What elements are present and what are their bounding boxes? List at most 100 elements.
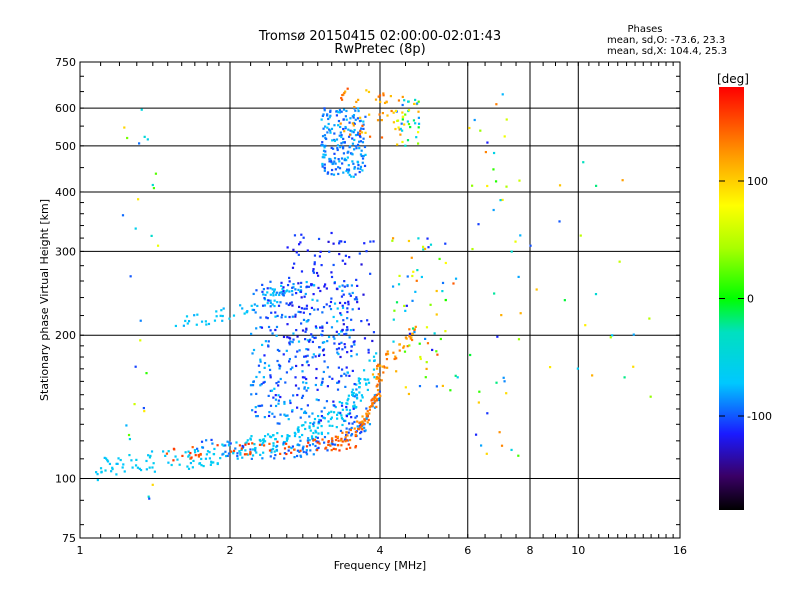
data-point — [305, 320, 308, 323]
data-point — [104, 469, 107, 472]
y-axis-label: Stationary phase Virtual Height [km] — [38, 199, 51, 401]
data-point — [173, 448, 176, 451]
data-point — [393, 309, 396, 312]
data-point — [207, 322, 211, 326]
data-point — [407, 100, 410, 103]
data-point — [258, 371, 261, 374]
data-point — [236, 457, 239, 460]
data-point — [397, 99, 401, 102]
data-point — [338, 252, 341, 256]
data-point — [342, 127, 345, 131]
data-point — [344, 301, 347, 305]
data-point — [264, 340, 267, 343]
data-point — [221, 443, 224, 446]
data-point — [333, 157, 337, 160]
data-point — [433, 332, 436, 335]
data-point — [348, 256, 351, 259]
data-point — [361, 396, 364, 399]
data-point — [535, 288, 538, 291]
data-point — [318, 255, 322, 258]
data-point — [350, 130, 354, 133]
data-point — [529, 244, 532, 247]
data-point — [200, 464, 203, 467]
data-point — [304, 355, 307, 358]
data-point — [584, 324, 587, 327]
data-point — [280, 284, 283, 287]
data-point — [386, 350, 389, 353]
data-point — [338, 109, 341, 112]
data-point — [292, 286, 295, 289]
y-tick-label: 300 — [55, 245, 76, 258]
data-point — [361, 161, 364, 164]
data-point — [323, 441, 326, 444]
data-point — [267, 344, 270, 347]
data-point — [313, 417, 317, 421]
data-point — [342, 137, 345, 141]
data-point — [417, 122, 421, 125]
data-point — [194, 454, 197, 457]
data-point — [326, 131, 329, 134]
data-point — [371, 404, 374, 407]
data-point — [269, 376, 272, 379]
data-point — [241, 456, 244, 459]
data-point — [358, 140, 361, 143]
data-point — [279, 395, 282, 399]
data-point — [263, 297, 266, 300]
data-point — [251, 384, 255, 387]
data-point — [417, 116, 420, 119]
data-point — [333, 139, 337, 143]
data-point — [296, 443, 300, 446]
data-point — [332, 242, 335, 245]
data-point — [263, 304, 267, 307]
data-point — [340, 98, 344, 101]
data-point — [336, 413, 339, 416]
data-point — [116, 462, 119, 465]
data-point — [355, 388, 358, 391]
data-point — [264, 293, 267, 297]
data-point — [359, 431, 362, 435]
data-point — [349, 428, 353, 432]
data-point — [404, 309, 407, 312]
data-point — [277, 402, 280, 405]
data-point — [348, 121, 351, 124]
data-point — [337, 380, 341, 383]
data-point — [326, 126, 329, 129]
data-point — [191, 466, 194, 469]
data-point — [510, 448, 513, 452]
data-point — [375, 377, 378, 380]
colorbar: [deg] 100 0 -100 — [717, 72, 772, 510]
data-point — [235, 441, 238, 444]
data-point — [320, 118, 323, 121]
data-point — [375, 397, 379, 401]
data-point — [337, 333, 341, 336]
data-point — [288, 315, 291, 319]
data-point — [343, 141, 346, 144]
data-point — [274, 453, 277, 457]
data-point — [145, 372, 148, 375]
data-point — [336, 307, 339, 310]
data-point — [406, 275, 409, 278]
data-point — [347, 303, 350, 306]
data-point — [262, 293, 265, 296]
data-point — [345, 433, 348, 437]
data-point — [402, 346, 405, 349]
data-point — [365, 407, 368, 410]
data-point — [318, 326, 322, 329]
data-point — [292, 338, 295, 341]
data-point — [238, 444, 241, 447]
data-point — [333, 124, 336, 127]
data-point — [403, 123, 406, 126]
data-point — [228, 317, 231, 320]
data-point — [348, 428, 351, 431]
data-point — [582, 161, 585, 164]
data-point — [332, 147, 335, 150]
data-point — [317, 354, 321, 357]
data-point — [390, 109, 393, 113]
data-point — [263, 298, 267, 301]
data-point — [354, 133, 358, 137]
data-point — [345, 118, 348, 121]
data-point — [346, 317, 349, 320]
data-point — [323, 341, 326, 344]
data-point — [362, 293, 365, 296]
y-tick-label: 200 — [55, 329, 76, 342]
